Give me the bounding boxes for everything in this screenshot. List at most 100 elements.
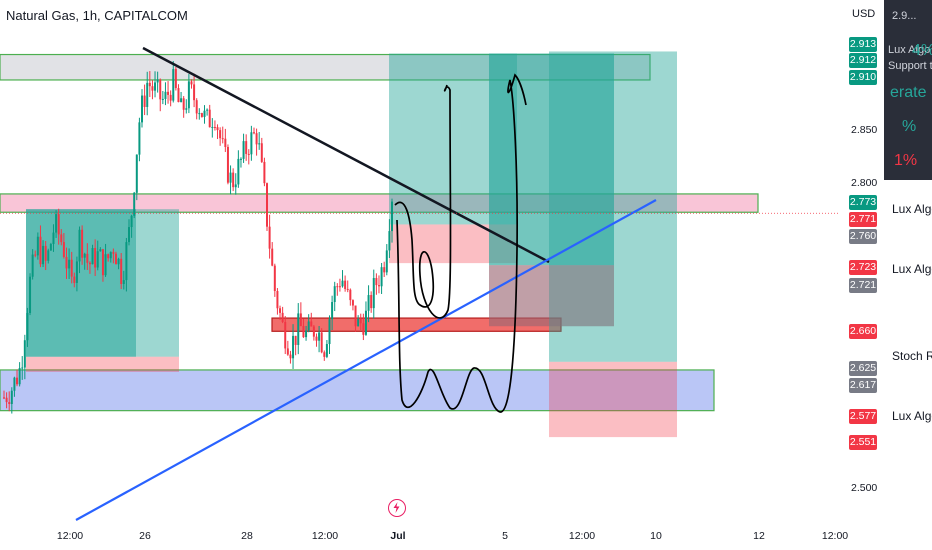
- candle: [370, 295, 373, 309]
- candle: [294, 335, 297, 345]
- candle: [133, 192, 136, 216]
- candle: [107, 254, 110, 259]
- candle: [151, 86, 154, 91]
- candle: [8, 402, 11, 405]
- candle: [114, 253, 117, 265]
- currency-label[interactable]: USD: [852, 8, 876, 20]
- candle: [148, 82, 151, 87]
- candle: [169, 94, 172, 101]
- candle: [208, 109, 211, 128]
- candle: [383, 267, 386, 273]
- candle: [164, 91, 167, 99]
- candle: [29, 276, 32, 314]
- candle: [351, 300, 354, 306]
- overlay-line-2: Lux Algo P: [888, 44, 932, 56]
- price-tick: 2.800: [851, 177, 878, 189]
- candle: [258, 143, 261, 145]
- trendline-falling: [142, 46, 550, 264]
- flash-icon[interactable]: [388, 499, 406, 517]
- candle: [289, 354, 292, 359]
- freehand-path-1: [394, 84, 452, 319]
- candle: [380, 267, 383, 287]
- candle: [229, 172, 232, 183]
- price-badge: 2.913: [849, 37, 877, 52]
- candle: [318, 332, 321, 341]
- overlay-big-2: erate: [890, 84, 927, 101]
- indicator-3[interactable]: Stoch RSI: [892, 349, 932, 363]
- candle: [216, 127, 219, 131]
- candle: [182, 98, 185, 110]
- time-tick: 12:00: [568, 530, 596, 542]
- price-badge: 2.625: [849, 361, 877, 376]
- candle: [297, 313, 300, 345]
- candle: [49, 243, 52, 251]
- candle: [26, 313, 29, 341]
- candle: [187, 81, 190, 109]
- candle: [333, 286, 336, 303]
- candle: [385, 250, 388, 273]
- candle: [266, 183, 269, 227]
- candle: [91, 248, 94, 265]
- candle: [250, 132, 253, 155]
- candle: [273, 265, 276, 292]
- candle: [16, 377, 19, 385]
- candle: [331, 302, 334, 320]
- candle: [362, 323, 365, 335]
- candle: [221, 138, 224, 140]
- candle: [99, 249, 102, 252]
- symbol-title[interactable]: Natural Gas, 1h, CAPITALCOM: [6, 8, 188, 23]
- position-target-1: [389, 53, 517, 225]
- overlay-line-1: 2.9...: [892, 10, 917, 22]
- candle: [94, 248, 97, 268]
- candle: [315, 336, 318, 341]
- candle: [125, 242, 128, 281]
- overlay-line-3: Support th: [888, 60, 932, 72]
- candle: [325, 344, 328, 357]
- candle: [279, 308, 282, 313]
- candle: [5, 397, 8, 403]
- time-tick: 28: [241, 530, 253, 542]
- price-badge: 2.771: [849, 212, 877, 227]
- candle: [68, 259, 71, 269]
- candle: [193, 84, 196, 101]
- candle: [336, 286, 339, 288]
- candle: [122, 280, 125, 284]
- candle: [252, 132, 255, 134]
- candle: [203, 110, 206, 117]
- candle: [127, 227, 130, 243]
- candle: [18, 368, 21, 385]
- zone-3: [0, 369, 715, 412]
- trendline-rising: [75, 199, 657, 521]
- candle: [237, 158, 240, 185]
- indicator-4[interactable]: Lux Algo O: [892, 409, 932, 423]
- candle: [312, 326, 315, 337]
- candle: [239, 158, 242, 160]
- candle: [190, 81, 193, 85]
- candle: [75, 261, 78, 283]
- time-tick: 26: [139, 530, 151, 542]
- candle: [320, 332, 323, 353]
- candle: [141, 95, 144, 123]
- price-badge: 2.660: [849, 324, 877, 339]
- candle: [10, 390, 13, 405]
- candle: [242, 141, 245, 159]
- price-tick: 2.500: [851, 482, 878, 494]
- candle: [195, 100, 198, 114]
- candle: [86, 253, 89, 263]
- position-target-2: [489, 53, 614, 266]
- overlay-big-3: %: [902, 118, 917, 135]
- candle: [299, 313, 302, 327]
- candle: [83, 253, 86, 258]
- freehand-path-2: [396, 73, 527, 413]
- candle: [180, 98, 183, 103]
- indicator-1[interactable]: Lux Algo O: [892, 202, 932, 216]
- candle: [354, 305, 357, 327]
- indicator-2[interactable]: Lux Algo O: [892, 262, 932, 276]
- candle: [174, 69, 177, 89]
- candle: [328, 319, 331, 345]
- candle: [388, 231, 391, 251]
- candle: [138, 122, 141, 155]
- candle: [47, 250, 50, 261]
